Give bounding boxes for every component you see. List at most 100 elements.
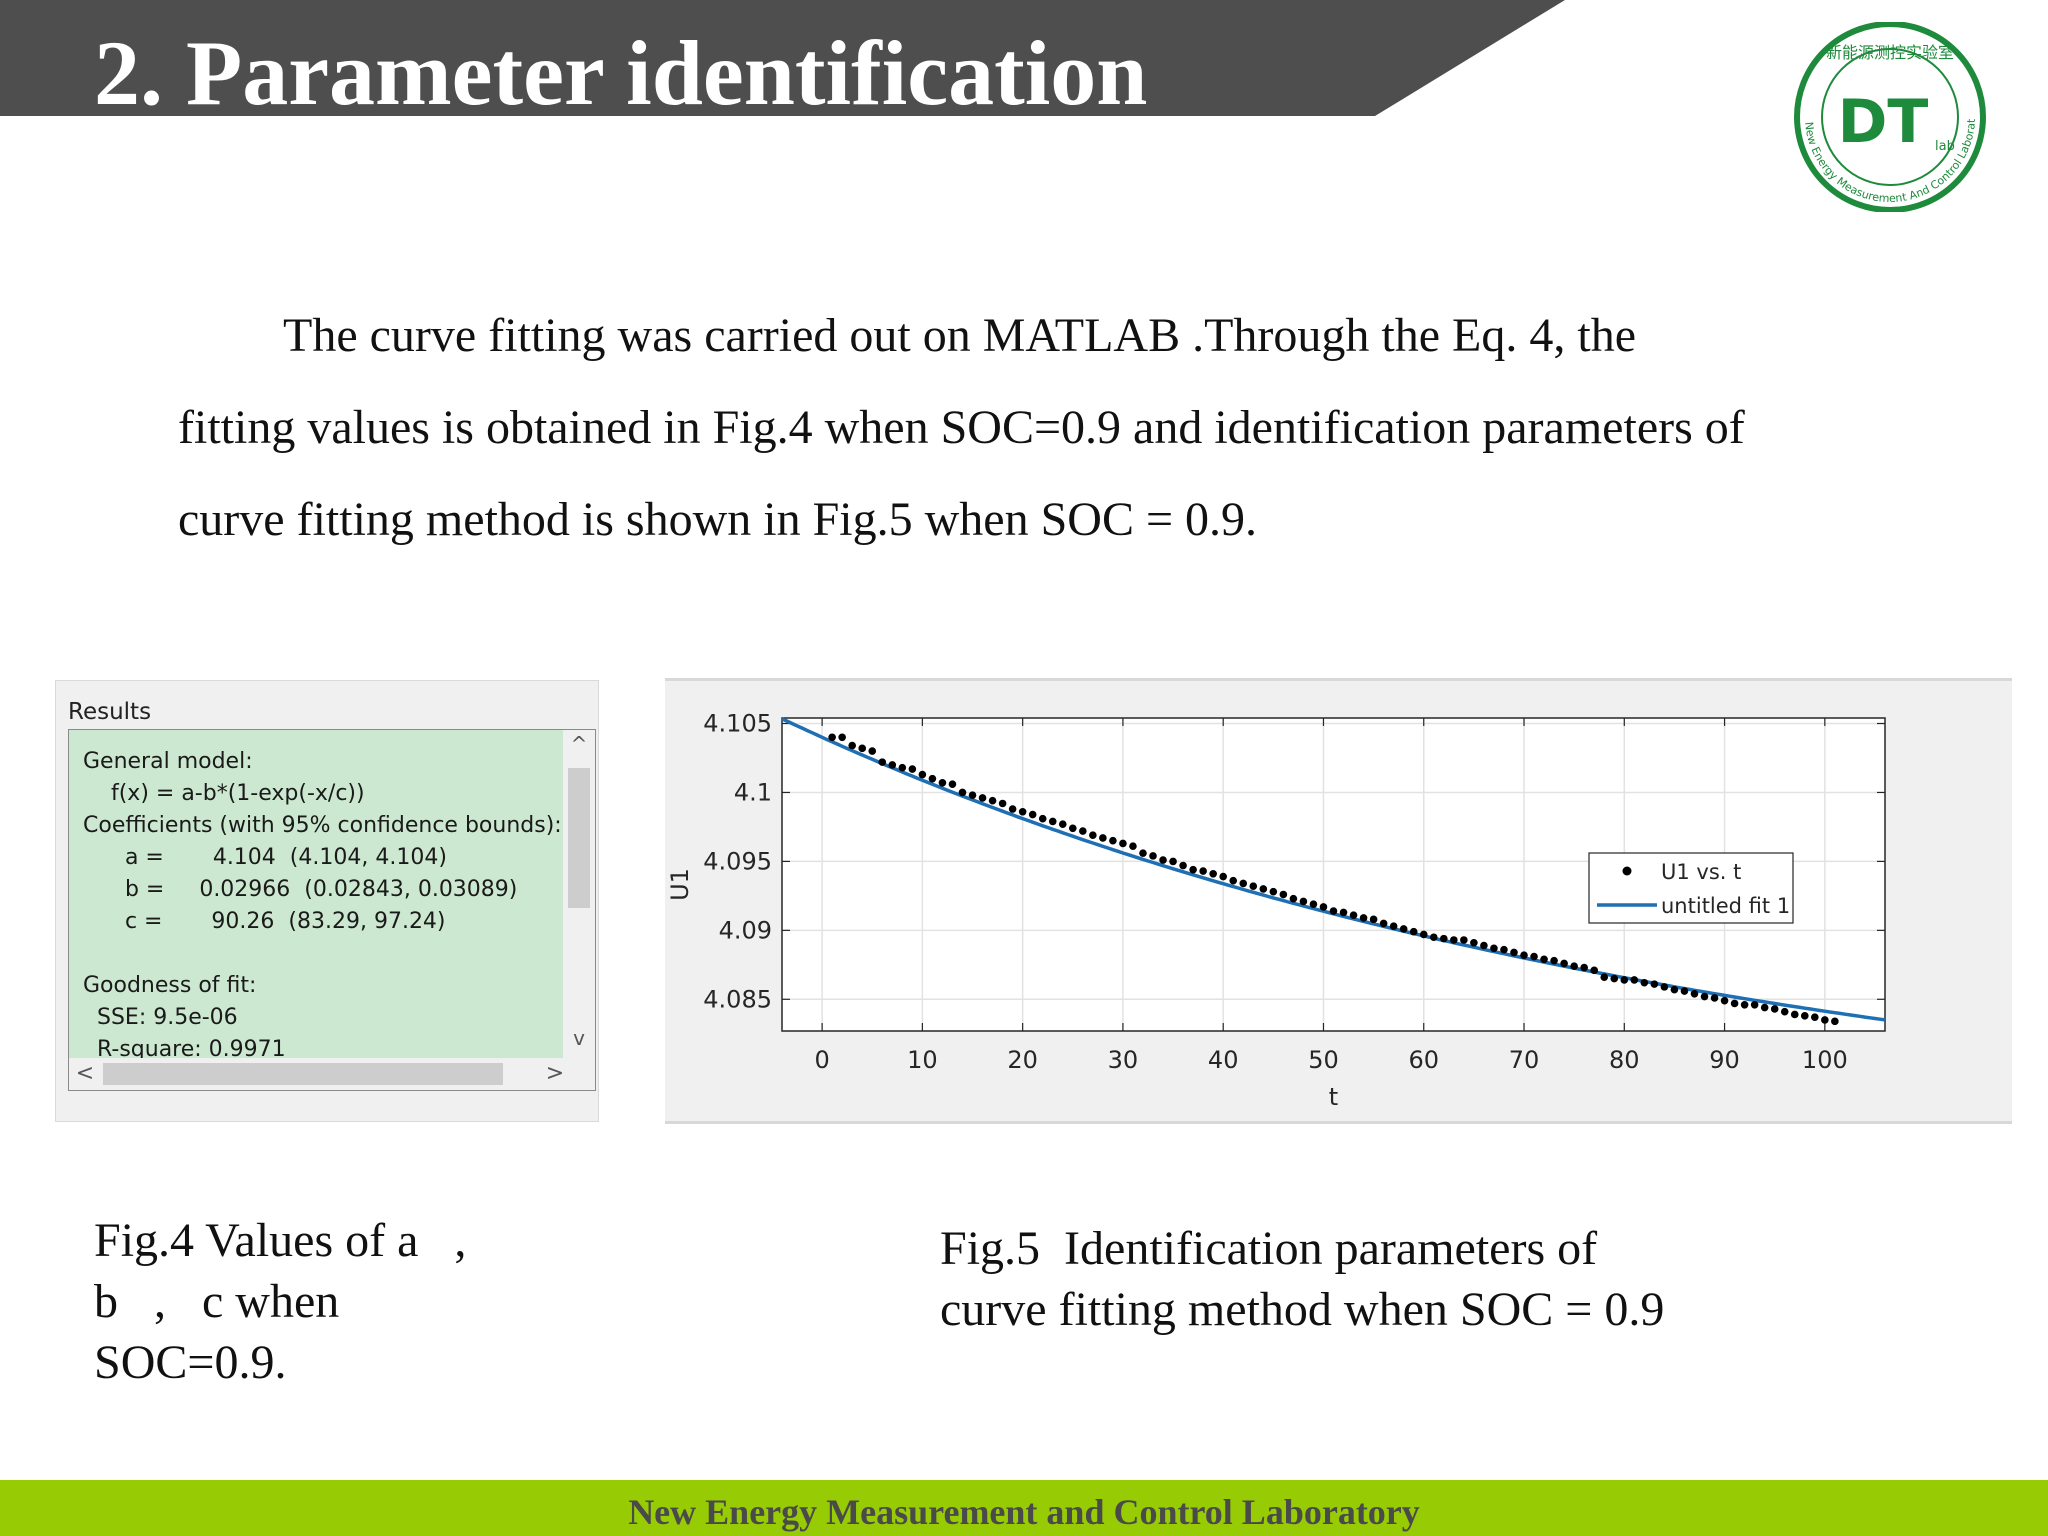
data-point bbox=[1149, 852, 1157, 860]
data-point bbox=[1249, 882, 1258, 891]
data-point bbox=[1790, 1010, 1799, 1019]
data-point bbox=[1821, 1016, 1829, 1024]
plot-panel: 0 10 20 30 40 50 60 70 80 90 100 4.105 4.1 4.095 4.09 4… bbox=[665, 678, 2012, 1124]
results-box[interactable]: General model: f(x) = a-b*(1-exp(-x/c)) C… bbox=[68, 729, 596, 1091]
data-point bbox=[878, 758, 887, 766]
data-point bbox=[1460, 936, 1468, 944]
results-line: Goodness of fit: bbox=[83, 973, 257, 998]
x-tick-label: 90 bbox=[1709, 1046, 1740, 1074]
data-point bbox=[1068, 824, 1077, 833]
data-point bbox=[1690, 989, 1699, 998]
results-line: R-square: 0.9971 bbox=[83, 1037, 286, 1058]
plot-frame bbox=[781, 717, 1886, 1032]
data-point bbox=[1259, 885, 1268, 893]
data-point bbox=[1399, 925, 1408, 933]
legend-box bbox=[1588, 852, 1794, 924]
y-tick-label: 4.09 bbox=[719, 916, 772, 944]
data-point bbox=[1480, 941, 1488, 950]
y-tick-label: 4.085 bbox=[703, 985, 772, 1013]
data-point bbox=[1129, 842, 1137, 851]
vertical-scrollbar[interactable]: ^ v bbox=[563, 730, 595, 1058]
data-point bbox=[1229, 876, 1238, 885]
data-point bbox=[1550, 956, 1558, 965]
data-point bbox=[858, 744, 867, 753]
results-line: c = 90.26 (83.29, 97.24) bbox=[83, 909, 446, 934]
data-point bbox=[1419, 930, 1428, 939]
x-tick-label: 10 bbox=[907, 1046, 938, 1074]
logo-inner-ring bbox=[1821, 48, 1959, 186]
data-point bbox=[908, 765, 917, 773]
data-point bbox=[938, 779, 947, 787]
legend-marker-points bbox=[1622, 866, 1632, 876]
results-line: a = 4.104 (4.104, 4.104) bbox=[83, 845, 447, 870]
data-point bbox=[838, 733, 846, 742]
data-point bbox=[1329, 907, 1338, 915]
scroll-down-icon[interactable]: v bbox=[573, 1026, 585, 1050]
data-point bbox=[1490, 944, 1498, 953]
scroll-up-icon[interactable]: ^ bbox=[570, 732, 588, 756]
results-line: Coefficients (with 95% confidence bounds… bbox=[83, 813, 562, 838]
data-point bbox=[1660, 983, 1669, 991]
horizontal-scroll-thumb[interactable] bbox=[103, 1063, 503, 1085]
header-band bbox=[0, 0, 1565, 116]
data-point bbox=[1650, 980, 1659, 988]
data-point bbox=[1560, 959, 1568, 968]
x-tick-label: 0 bbox=[814, 1046, 829, 1074]
data-point bbox=[1440, 934, 1448, 943]
x-tick-label: 100 bbox=[1802, 1046, 1848, 1074]
data-point bbox=[1219, 872, 1227, 881]
data-point bbox=[1269, 887, 1278, 896]
data-point bbox=[1008, 805, 1017, 813]
data-point bbox=[1831, 1017, 1839, 1026]
data-point bbox=[1520, 951, 1528, 959]
data-point bbox=[1058, 820, 1067, 828]
x-tick-label: 40 bbox=[1208, 1046, 1239, 1074]
vertical-scroll-thumb[interactable] bbox=[568, 768, 590, 908]
results-panel: Results General model: f(x) = a-b*(1-exp… bbox=[55, 680, 599, 1122]
data-point bbox=[1670, 985, 1679, 994]
data-point bbox=[1780, 1007, 1789, 1016]
data-point bbox=[1339, 908, 1348, 917]
legend-label-points: U1 vs. t bbox=[1661, 860, 1741, 884]
data-point bbox=[1770, 1005, 1779, 1013]
data-point bbox=[1048, 817, 1057, 826]
data-point bbox=[888, 761, 897, 769]
data-point bbox=[1279, 890, 1288, 899]
data-point bbox=[918, 770, 927, 779]
page-title: 2. Parameter identification bbox=[94, 22, 1148, 124]
scroll-right-icon[interactable]: > bbox=[545, 1061, 565, 1086]
data-point bbox=[1099, 834, 1107, 842]
data-point bbox=[898, 763, 907, 772]
data-point bbox=[1239, 879, 1248, 888]
data-point bbox=[1018, 807, 1027, 816]
data-point bbox=[1309, 900, 1318, 908]
results-text: General model: f(x) = a-b*(1-exp(-x/c)) C… bbox=[69, 730, 574, 1058]
data-point bbox=[1710, 994, 1719, 1002]
data-point bbox=[1530, 952, 1538, 961]
data-point bbox=[1640, 978, 1649, 987]
data-point bbox=[848, 741, 856, 750]
data-point bbox=[1570, 962, 1578, 970]
data-point bbox=[1500, 945, 1508, 954]
data-point bbox=[1730, 999, 1739, 1008]
data-point bbox=[1119, 839, 1127, 848]
logo-cn-text: 新能源测控实验室 bbox=[1826, 43, 1954, 62]
data-point bbox=[1289, 894, 1298, 903]
y-tick-label: 4.1 bbox=[734, 778, 772, 806]
scroll-left-icon[interactable]: < bbox=[75, 1061, 95, 1086]
data-point bbox=[1028, 810, 1037, 819]
results-line: b = 0.02966 (0.02843, 0.03089) bbox=[83, 877, 518, 902]
data-point bbox=[998, 799, 1007, 808]
data-point bbox=[1600, 973, 1609, 982]
data-point bbox=[1580, 963, 1588, 972]
x-tick-label: 60 bbox=[1408, 1046, 1439, 1074]
results-title: Results bbox=[68, 699, 152, 725]
horizontal-scrollbar[interactable]: < > bbox=[69, 1058, 595, 1090]
logo-sub: lab bbox=[1935, 139, 1955, 154]
data-point bbox=[868, 747, 877, 755]
footer-band bbox=[0, 1480, 2048, 1536]
data-point bbox=[1349, 911, 1358, 919]
logo-mark: DT bbox=[1838, 87, 1929, 157]
data-point bbox=[1379, 919, 1388, 928]
x-tick-label: 30 bbox=[1108, 1046, 1139, 1074]
